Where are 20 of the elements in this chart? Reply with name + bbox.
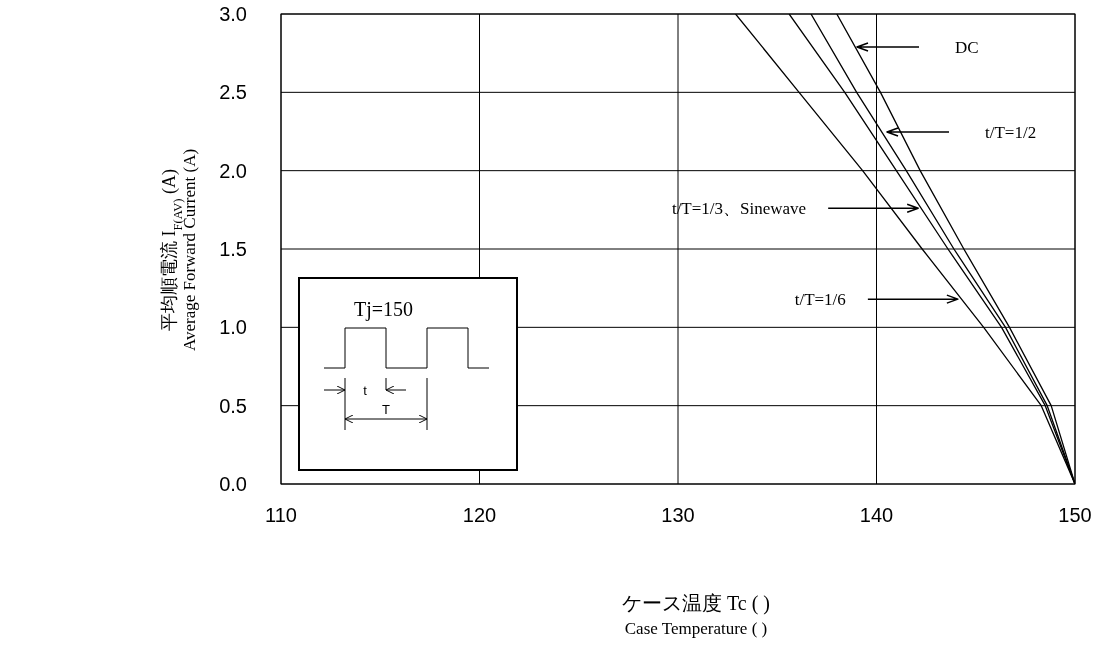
y-tick-label: 3.0 [219,3,247,25]
annotation: t/T=1/3、Sinewave [671,199,807,219]
annotation: Tj=150 [354,298,414,321]
x-tick-label: 110 [265,504,297,526]
annotation: t/T=1/2 [985,123,1037,142]
x-tick-label: 150 [1058,504,1092,526]
annotation: T [382,402,391,417]
annotation: t [363,383,368,398]
annotation: t/T=1/6 [794,290,846,310]
y-tick-label: 1.5 [219,238,247,260]
x-tick-label: 130 [661,504,695,526]
annotation: DC [955,38,979,57]
y-tick-label: 2.5 [219,81,247,104]
x-tick-label: 140 [859,504,894,526]
y-tick-label: 2.0 [219,159,247,182]
x-axis-title: ケース温度 Tc ( ) Case Temperature ( ) [621,592,771,638]
y-tick-label: 0.0 [219,473,247,495]
y-tick-label: 1.0 [219,316,247,339]
y-tick-label: 0.5 [219,394,247,417]
x-tick-label: 120 [462,504,497,526]
